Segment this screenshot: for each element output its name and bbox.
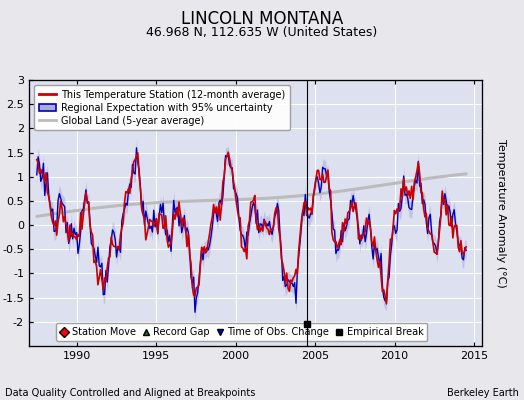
Text: Berkeley Earth: Berkeley Earth: [447, 388, 519, 398]
Text: Data Quality Controlled and Aligned at Breakpoints: Data Quality Controlled and Aligned at B…: [5, 388, 256, 398]
Y-axis label: Temperature Anomaly (°C): Temperature Anomaly (°C): [496, 139, 506, 287]
Text: LINCOLN MONTANA: LINCOLN MONTANA: [181, 10, 343, 28]
Text: 46.968 N, 112.635 W (United States): 46.968 N, 112.635 W (United States): [146, 26, 378, 39]
Legend: Station Move, Record Gap, Time of Obs. Change, Empirical Break: Station Move, Record Gap, Time of Obs. C…: [56, 323, 428, 341]
